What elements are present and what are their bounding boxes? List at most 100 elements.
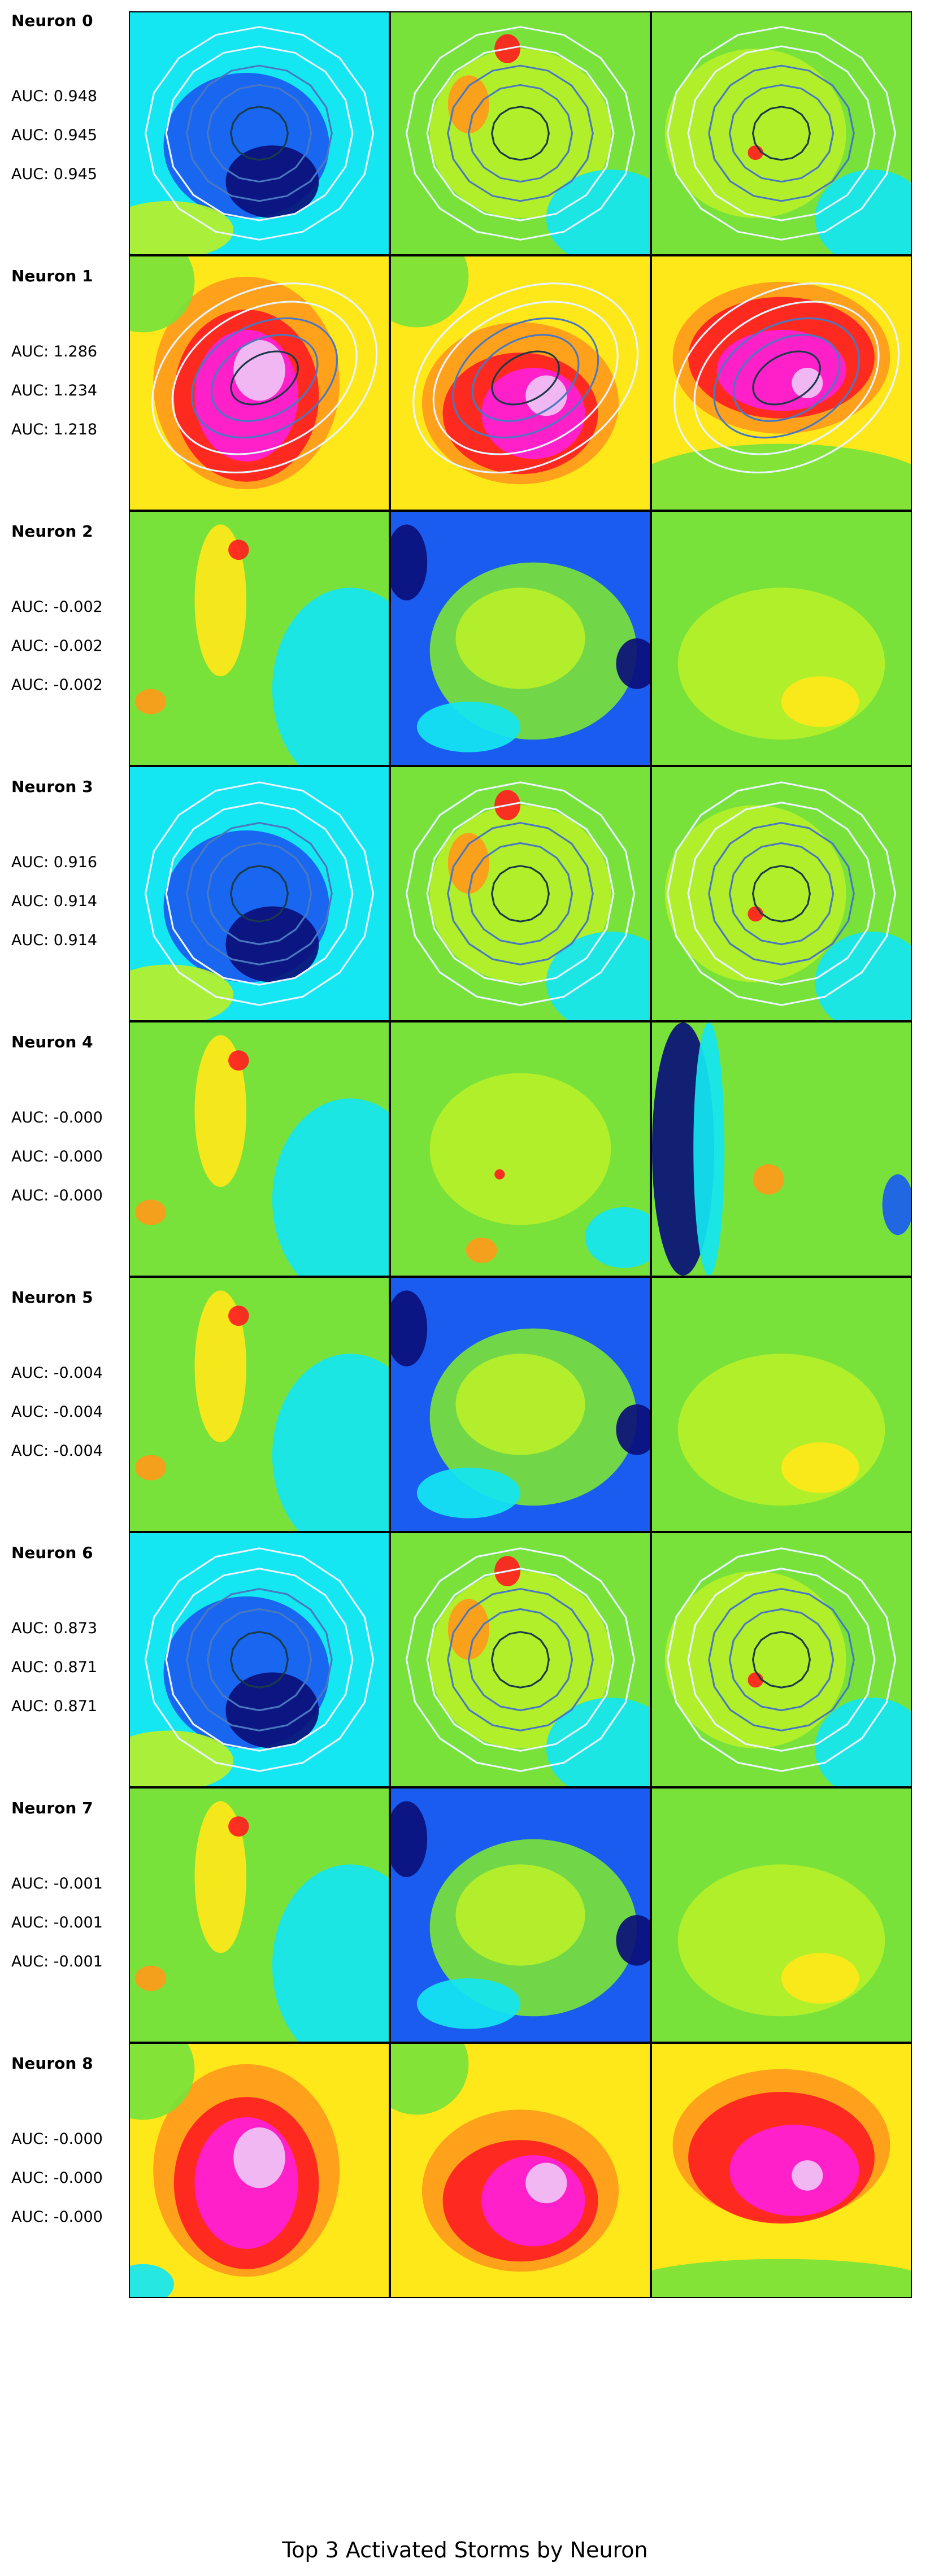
storm-heatmap	[391, 767, 650, 1020]
auc-value: AUC: -0.001	[11, 1875, 103, 1892]
heatmap-blob	[429, 1073, 611, 1225]
heatmap-blob	[664, 49, 846, 218]
neuron-label-column: Neuron 3 AUC: 0.916 AUC: 0.914 AUC: 0.914	[0, 766, 129, 1021]
contour-line	[491, 350, 560, 406]
neuron-label-column: Neuron 8 AUC: -0.000 AUC: -0.000 AUC: -0.00…	[0, 2043, 129, 2298]
storm-image-panel	[651, 255, 912, 511]
auc-value: AUC: -0.000	[11, 1187, 103, 1204]
storm-image-panel	[651, 1787, 912, 2043]
contour-line	[165, 802, 354, 986]
contour-line	[447, 1587, 594, 1732]
contour-line	[471, 334, 580, 422]
contour-line	[230, 350, 299, 406]
heatmap-blob	[130, 964, 234, 1020]
heatmap-blob	[677, 1354, 885, 1506]
contour-line	[666, 26, 897, 241]
auc-value: AUC: 0.948	[11, 88, 98, 105]
heatmap-blob	[130, 256, 195, 333]
neuron-row: Neuron 6 AUC: 0.873 AUC: 0.871 AUC: 0.871	[0, 1532, 930, 1787]
heatmap-blob	[391, 524, 428, 601]
neuron-label-column: Neuron 5 AUC: -0.004 AUC: -0.004 AUC: -0.00…	[0, 1277, 129, 1532]
heatmap-blob	[546, 169, 650, 254]
auc-value: AUC: 0.916	[11, 854, 98, 871]
contour-line	[751, 1631, 811, 1689]
contour-line	[412, 282, 639, 473]
heatmap-blob	[546, 1698, 650, 1786]
heatmap-blob	[753, 1164, 784, 1195]
neuron-row: Neuron 3 AUC: 0.916 AUC: 0.914 AUC: 0.914	[0, 766, 930, 1021]
auc-value: AUC: 1.218	[11, 421, 98, 438]
heatmap-blob	[228, 1306, 249, 1326]
storm-image-panel	[390, 2043, 651, 2298]
contour-line	[751, 106, 811, 161]
neuron-row: Neuron 4 AUC: -0.000 AUC: -0.000 AUC: -0.00…	[0, 1021, 930, 1277]
contour-line	[144, 1547, 375, 1772]
heatmap-blob	[664, 1571, 846, 1748]
storm-image-panel	[651, 511, 912, 766]
heatmap-blob	[135, 1199, 167, 1225]
storm-heatmap	[130, 767, 389, 1020]
storm-heatmap	[130, 1533, 389, 1786]
contour-line	[171, 301, 358, 455]
auc-value: AUC: -0.000	[11, 1148, 103, 1165]
contour-line	[693, 301, 880, 455]
auc-value: AUC: -0.000	[11, 2208, 103, 2226]
storm-image-panel	[390, 1532, 651, 1787]
neuron-title: Neuron 3	[11, 777, 93, 796]
contour-line	[206, 842, 312, 946]
storm-image-panel	[129, 2043, 390, 2298]
storm-image-panel	[390, 11, 651, 255]
auc-value: AUC: 0.945	[11, 166, 98, 183]
contour-line	[490, 865, 550, 923]
storm-heatmap	[130, 1278, 389, 1531]
neuron-row: Neuron 1 AUC: 1.286 AUC: 1.234 AUC: 1.218	[0, 255, 930, 511]
storm-image-panel	[390, 1021, 651, 1277]
heatmap-blob	[194, 1035, 247, 1187]
heatmap-blob	[455, 1864, 585, 1966]
storm-image-panel	[129, 511, 390, 766]
storm-heatmap	[130, 1789, 389, 2042]
heatmap-blob	[781, 1442, 859, 1493]
heatmap-blob	[416, 702, 520, 752]
contour-line	[447, 64, 594, 202]
auc-value: AUC: 0.914	[11, 893, 98, 910]
auc-value: AUC: -0.000	[11, 1109, 103, 1126]
auc-value: AUC: -0.002	[11, 676, 103, 694]
heatmap-blob	[616, 1915, 650, 1966]
contour-line	[206, 1608, 312, 1712]
heatmap-blob	[391, 1801, 428, 1877]
heatmap-blob	[391, 2044, 469, 2115]
neuron-title: Neuron 6	[11, 1543, 93, 1562]
storm-heatmap	[391, 256, 650, 510]
contour-line	[405, 1547, 636, 1772]
contour-line	[405, 26, 636, 241]
storm-image-panel	[390, 1277, 651, 1532]
contour-line	[751, 865, 811, 923]
neuron-label-column: Neuron 1 AUC: 1.286 AUC: 1.234 AUC: 1.218	[0, 255, 129, 511]
heatmap-blob	[781, 1953, 859, 2004]
contour-line	[490, 1631, 550, 1689]
contour-line	[708, 821, 855, 966]
storm-image-panel	[390, 511, 651, 766]
contour-line	[165, 1568, 354, 1752]
heatmap-blob	[233, 2127, 285, 2188]
storm-heatmap	[652, 256, 911, 510]
contour-line	[186, 1587, 333, 1732]
contour-line	[151, 282, 378, 473]
contour-line	[229, 1631, 289, 1689]
neuron-title: Neuron 2	[11, 522, 93, 541]
contour-line	[229, 865, 289, 923]
contour-line	[452, 317, 599, 439]
storm-heatmap	[652, 1533, 911, 1786]
storm-image-panel	[129, 1021, 390, 1277]
storm-image-panel	[129, 766, 390, 1021]
storm-heatmap	[130, 2044, 389, 2297]
heatmap-blob	[272, 1354, 389, 1531]
heatmap-blob	[130, 2264, 174, 2297]
figure-title: Top 3 Activated Storms by Neuron	[282, 2538, 648, 2562]
auc-value: AUC: 0.945	[11, 127, 98, 144]
heatmap-blob	[447, 75, 490, 133]
heatmap-blob	[272, 1864, 389, 2042]
heatmap-blob	[391, 256, 469, 328]
neuron-title: Neuron 8	[11, 2054, 93, 2073]
